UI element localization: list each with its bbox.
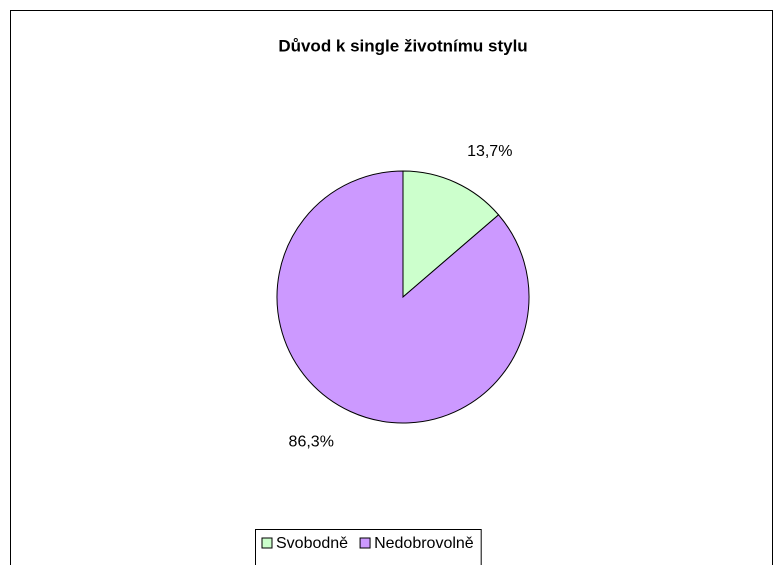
pie-slice xyxy=(276,170,530,424)
chart-title: Důvod k single životnímu stylu xyxy=(278,36,527,55)
legend-swatch xyxy=(261,537,273,549)
data-label: 86,3% xyxy=(289,434,334,451)
legend-label: Svobodně xyxy=(276,535,348,552)
legend-label: Nedobrovolně xyxy=(374,535,474,552)
legend-swatch xyxy=(359,537,371,549)
chart-frame xyxy=(10,10,773,565)
data-label: 13,7% xyxy=(467,143,512,160)
pie-slice xyxy=(402,170,500,299)
